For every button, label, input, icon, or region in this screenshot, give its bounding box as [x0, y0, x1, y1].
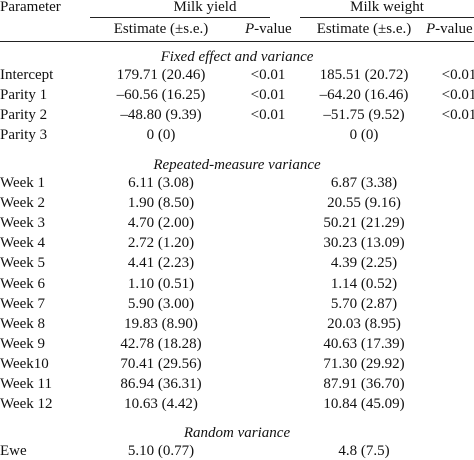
header-weight-pvalue: P-value [426, 21, 473, 37]
section-random-variance: Random variance [183, 425, 291, 441]
row-parameter: Week10 [0, 355, 49, 372]
milk-weight-estimate: 20.03 (8.95) [327, 315, 401, 332]
header-yield-estimate: Estimate (±s.e.) [113, 21, 209, 37]
milk-weight-estimate: 30.23 (13.09) [323, 235, 405, 252]
milk-yield-estimate: 6.11 (3.08) [128, 175, 194, 191]
milk-yield-estimate: 179.71 (20.46) [116, 67, 206, 83]
row-parameter: Intercept [0, 67, 54, 83]
milk-weight-estimate: 10.84 (45.09) [323, 396, 405, 413]
milk-weight-estimate: –51.75 (9.52) [323, 107, 405, 123]
milk-yield-rule [90, 17, 270, 18]
milk-weight-rule [300, 17, 474, 18]
milk-weight-estimate: –64.20 (16.46) [319, 87, 409, 103]
milk-yield-estimate: 10.63 (4.42) [124, 396, 198, 413]
header-milk-weight: Milk weight [350, 0, 424, 15]
milk-yield-estimate: 4.41 (2.23) [127, 255, 195, 272]
milk-weight-pvalue: <0.01 [441, 107, 474, 123]
milk-yield-estimate: –60.56 (16.25) [116, 87, 206, 103]
row-parameter: Parity 1 [0, 87, 48, 103]
milk-weight-estimate: 20.55 (9.16) [327, 195, 401, 212]
row-parameter: Parity 2 [0, 107, 48, 123]
milk-yield-estimate: –48.80 (9.39) [120, 107, 202, 123]
milk-yield-estimate: 86.94 (36.31) [120, 376, 202, 392]
row-parameter: Week 1 [0, 175, 46, 191]
section-repeated-measure: Repeated-measure variance [153, 157, 321, 173]
milk-weight-estimate: 4.39 (2.25) [330, 255, 398, 272]
row-parameter: Parity 3 [0, 127, 48, 143]
header-weight-estimate: Estimate (±s.e.) [316, 21, 412, 37]
milk-weight-estimate: 1.14 (0.52) [330, 275, 398, 292]
milk-yield-estimate: 5.90 (3.00) [127, 295, 195, 312]
milk-yield-estimate: 1.10 (0.51) [127, 275, 195, 292]
header-bottom-rule [0, 41, 474, 42]
row-parameter: Week 6 [0, 275, 46, 292]
row-parameter: Week 8 [0, 315, 46, 332]
milk-weight-estimate: 185.51 (20.72) [319, 67, 409, 83]
milk-weight-estimate: 87.91 (36.70) [323, 376, 405, 392]
milk-weight-estimate: 40.63 (17.39) [323, 335, 405, 352]
milk-yield-estimate: 70.41 (29.56) [120, 355, 202, 372]
milk-weight-estimate: 71.30 (29.92) [323, 355, 405, 372]
milk-yield-pvalue: <0.01 [250, 87, 286, 103]
row-parameter: Week 2 [0, 195, 46, 212]
header-yield-pvalue: P-value [245, 21, 292, 37]
milk-weight-pvalue: <0.01 [441, 67, 474, 83]
row-parameter: Ewe [0, 443, 27, 459]
milk-weight-estimate: 0 (0) [349, 127, 379, 143]
milk-yield-estimate: 42.78 (18.28) [120, 335, 202, 352]
row-parameter: Week 11 [0, 376, 52, 392]
milk-weight-estimate: 4.8 (7.5) [338, 443, 390, 459]
row-parameter: Week 4 [0, 235, 46, 252]
milk-weight-estimate: 50.21 (21.29) [323, 215, 405, 232]
row-parameter: Week 9 [0, 335, 46, 352]
milk-yield-estimate: 1.90 (8.50) [127, 195, 195, 212]
row-parameter: Week 7 [0, 295, 46, 312]
milk-yield-estimate: 5.10 (0.77) [127, 443, 195, 459]
row-parameter: Week 3 [0, 215, 46, 232]
milk-weight-pvalue: <0.01 [441, 87, 474, 103]
milk-yield-pvalue: <0.01 [250, 67, 286, 83]
milk-weight-estimate: 5.70 (2.87) [330, 295, 398, 312]
header-milk-yield: Milk yield [173, 0, 237, 15]
milk-yield-estimate: 2.72 (1.20) [127, 235, 195, 252]
header-parameter: Parameter [0, 0, 61, 15]
milk-weight-estimate: 6.87 (3.38) [330, 175, 398, 191]
milk-yield-estimate: 4.70 (2.00) [127, 215, 195, 232]
milk-yield-estimate: 0 (0) [146, 127, 176, 143]
milk-yield-pvalue: <0.01 [250, 107, 286, 123]
section-fixed-effect: Fixed effect and variance [160, 49, 314, 65]
row-parameter: Week 5 [0, 255, 46, 272]
milk-yield-estimate: 19.83 (8.90) [124, 315, 198, 332]
row-parameter: Week 12 [0, 396, 53, 413]
